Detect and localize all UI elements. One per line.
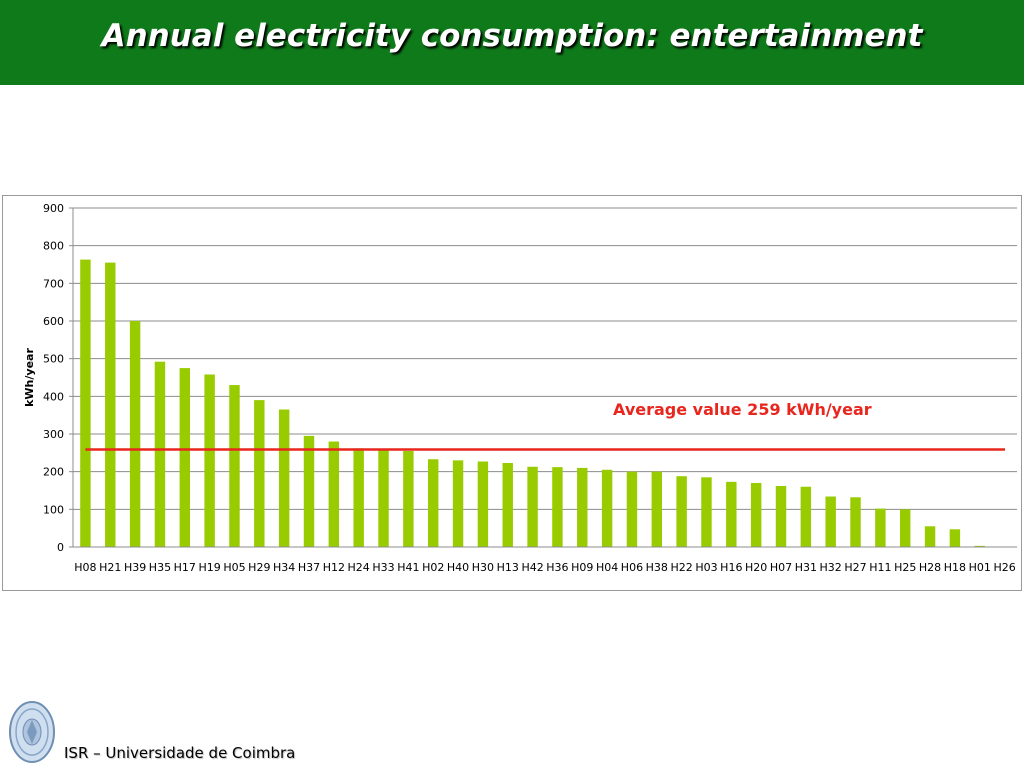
bar: [924, 526, 936, 547]
y-tick-label: 300: [43, 428, 64, 441]
bar: [701, 477, 712, 547]
bar: [850, 497, 861, 547]
x-tick-label: H25: [894, 561, 916, 574]
x-tick-label: H04: [596, 561, 618, 574]
average-annotation: Average value 259 kWh/year: [613, 400, 872, 419]
bar: [179, 368, 191, 547]
y-tick-label: 700: [43, 277, 64, 290]
bar: [775, 485, 787, 547]
y-tick-label: 0: [57, 541, 64, 554]
x-tick-label: H08: [74, 561, 96, 574]
x-tick-label: H37: [298, 561, 320, 574]
x-tick-label: H34: [273, 561, 295, 574]
x-tick-label: H41: [397, 561, 419, 574]
x-tick-label: H40: [447, 561, 469, 574]
x-tick-label: H13: [497, 561, 519, 574]
x-tick-label: H33: [372, 561, 394, 574]
x-tick-label: H24: [348, 561, 370, 574]
bar: [378, 449, 389, 547]
x-tick-label: H36: [546, 561, 568, 574]
bar: [800, 486, 812, 547]
bar: [527, 466, 538, 547]
x-tick-label: H17: [174, 561, 196, 574]
bar: [676, 476, 687, 547]
bar: [974, 545, 985, 547]
x-tick-label: H01: [969, 561, 991, 574]
x-tick-label: H30: [472, 561, 494, 574]
bar: [328, 441, 340, 547]
bar: [452, 460, 464, 547]
x-tick-label: H03: [695, 561, 717, 574]
bar: [477, 461, 489, 547]
x-tick-label: H19: [198, 561, 220, 574]
x-tick-label: H02: [422, 561, 444, 574]
bar: [403, 450, 414, 547]
page-title: Annual electricity consumption: entertai…: [101, 18, 923, 54]
bar: [154, 361, 166, 547]
bar: [502, 463, 513, 547]
bar: [899, 509, 911, 547]
x-tick-label: H42: [521, 561, 543, 574]
x-tick-label: H22: [670, 561, 692, 574]
y-axis-label: kWh/year: [23, 348, 36, 407]
bar: [552, 467, 563, 547]
y-tick-label: 400: [43, 390, 64, 403]
x-tick-label: H32: [820, 561, 842, 574]
bar: [626, 471, 638, 547]
header-bar: Annual electricity consumption: entertai…: [0, 0, 1024, 85]
y-tick-label: 500: [43, 353, 64, 366]
y-tick-label: 200: [43, 466, 64, 479]
chart-area: 0 100 200 300 400 500 600 700 800 900 kWh/year H08 H…: [2, 195, 1022, 591]
bar: [875, 508, 886, 547]
x-tick-label: H05: [223, 561, 245, 574]
x-tick-label: H29: [248, 561, 270, 574]
bar: [254, 400, 265, 547]
bar: [353, 448, 364, 547]
footer-institution: ISR – Universidade de Coimbra: [64, 744, 296, 762]
x-tick-label: H18: [944, 561, 966, 574]
x-tick-label: H07: [770, 561, 792, 574]
bar: [825, 496, 836, 547]
x-tick-label: H27: [844, 561, 866, 574]
x-tick-label: H12: [323, 561, 345, 574]
bar: [105, 262, 116, 547]
bar: [949, 529, 961, 547]
y-tick-label: 600: [43, 315, 64, 328]
y-tick-label: 800: [43, 240, 64, 253]
x-tick-label: H16: [720, 561, 742, 574]
x-tick-label: H28: [919, 561, 941, 574]
bar: [577, 467, 588, 547]
x-tick-label: H11: [869, 561, 891, 574]
x-tick-label: H31: [795, 561, 817, 574]
x-tick-label: H09: [571, 561, 593, 574]
x-tick-label: H26: [993, 561, 1015, 574]
bar: [303, 435, 315, 547]
bar: [651, 471, 663, 547]
x-tick-label: H39: [124, 561, 146, 574]
y-tick-label: 900: [43, 202, 64, 215]
x-tick-label: H38: [646, 561, 668, 574]
bar: [278, 409, 290, 547]
x-tick-label: H35: [149, 561, 171, 574]
bar: [601, 469, 613, 547]
y-tick-label: 100: [43, 503, 64, 516]
bar: [427, 459, 439, 547]
bar: [129, 321, 141, 547]
bar: [80, 259, 91, 547]
x-tick-label: H06: [621, 561, 643, 574]
university-seal-icon: [9, 701, 55, 763]
bar: [229, 385, 240, 547]
bar: [726, 481, 737, 547]
bar: [204, 374, 215, 547]
bar: [750, 482, 762, 547]
x-tick-label: H20: [745, 561, 767, 574]
x-tick-label: H21: [99, 561, 121, 574]
